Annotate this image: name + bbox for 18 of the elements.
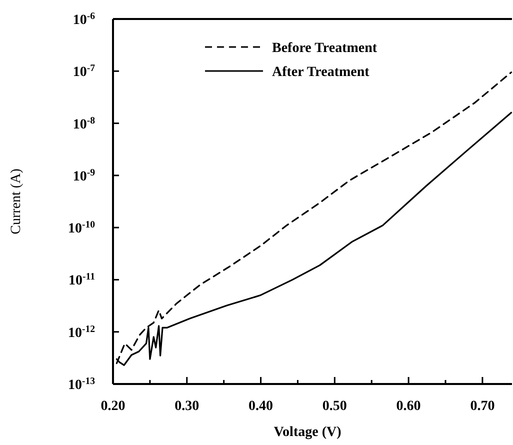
y-tick-label: 10$^{-12}$	[68, 323, 96, 341]
y-tick-label: 10$^{-10}$	[68, 219, 96, 237]
y-tick-label: 10$^{-11}$	[68, 271, 96, 289]
y-tick-label: 10$^{-13}$	[68, 376, 96, 393]
x-tick-label: 0.50	[322, 399, 347, 414]
y-tick-label: 10$^{-9}$	[72, 166, 96, 184]
y-tick-label: 10$^{-7}$	[72, 62, 96, 80]
y-tick-label: 10$^{-6}$	[72, 10, 96, 28]
x-tick-label: 0.70	[470, 399, 495, 414]
x-tick-label: 0.30	[174, 399, 200, 414]
legend-label: After Treatment	[272, 65, 370, 80]
y-axis-title: Current (A)	[9, 168, 24, 234]
x-tick-label: 0.20	[100, 399, 126, 414]
legend-label: Before Treatment	[272, 41, 378, 56]
x-tick-label: 0.60	[396, 399, 421, 414]
y-tick-label: 10$^{-8}$	[72, 114, 96, 132]
x-axis-title: Voltage (V)	[274, 425, 342, 440]
x-tick-label: 0.40	[248, 399, 274, 414]
